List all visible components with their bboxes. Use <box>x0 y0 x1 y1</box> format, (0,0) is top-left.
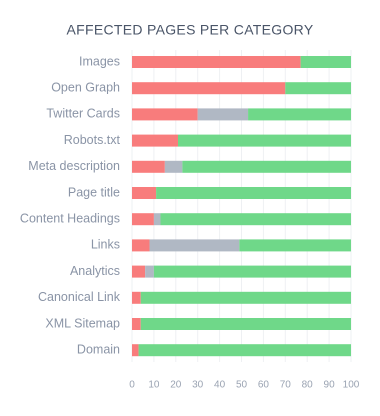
bar-segment <box>153 213 161 226</box>
bar-segment <box>285 82 351 95</box>
bar-segment <box>138 344 351 357</box>
bar-segment <box>164 160 183 173</box>
y-tick-label: Canonical Link <box>38 290 121 304</box>
y-tick-label: Content Headings <box>20 211 120 225</box>
x-tick-label: 30 <box>192 380 204 391</box>
bar-segment <box>132 265 146 278</box>
x-tick-label: 90 <box>324 380 336 391</box>
bar-segment <box>300 56 351 68</box>
bar-segment <box>153 265 351 278</box>
chart-title: AFFECTED PAGES PER CATEGORY <box>67 22 314 38</box>
y-tick-label: Twitter Cards <box>46 107 120 121</box>
bar-segment <box>132 187 157 199</box>
y-tick-label: Images <box>79 54 120 68</box>
y-tick-label: Open Graph <box>51 80 120 94</box>
bar-segment <box>132 239 150 252</box>
x-tick-label: 10 <box>148 380 160 391</box>
y-tick-label: Meta description <box>28 159 120 173</box>
y-tick-label: XML Sitemap <box>45 316 120 330</box>
bar-segment <box>248 108 351 121</box>
y-tick-label: Robots.txt <box>64 133 121 147</box>
bar-segment <box>149 239 240 252</box>
bar-segment <box>140 318 351 330</box>
bar-segment <box>132 108 198 121</box>
bar-segment <box>197 108 249 121</box>
bar-segment <box>132 344 139 357</box>
bar-segment <box>177 134 351 147</box>
y-tick-label: Analytics <box>70 264 120 278</box>
bar-segment <box>239 239 351 252</box>
bar-segment <box>156 187 351 199</box>
bar-segment <box>132 160 165 173</box>
x-tick-label: 0 <box>129 380 135 391</box>
bar-segment <box>140 291 351 304</box>
bar-segment <box>160 213 351 226</box>
x-tick-label: 20 <box>170 380 182 391</box>
x-tick-label: 70 <box>280 380 292 391</box>
bar-segment <box>132 82 286 95</box>
bar-segment <box>132 134 178 147</box>
y-tick-label: Domain <box>77 342 120 356</box>
bar-segment <box>132 318 141 330</box>
y-tick-label: Page title <box>68 185 120 199</box>
x-tick-label: 100 <box>343 380 360 391</box>
x-tick-label: 50 <box>236 380 248 391</box>
bar-segment <box>145 265 154 278</box>
bar-segment <box>132 213 154 226</box>
bar-segment <box>132 56 301 68</box>
bar-segment <box>132 291 141 304</box>
x-tick-label: 80 <box>302 380 314 391</box>
y-tick-label: Links <box>91 238 120 252</box>
x-tick-label: 40 <box>214 380 226 391</box>
bar-segment <box>182 160 351 173</box>
x-tick-label: 60 <box>258 380 270 391</box>
